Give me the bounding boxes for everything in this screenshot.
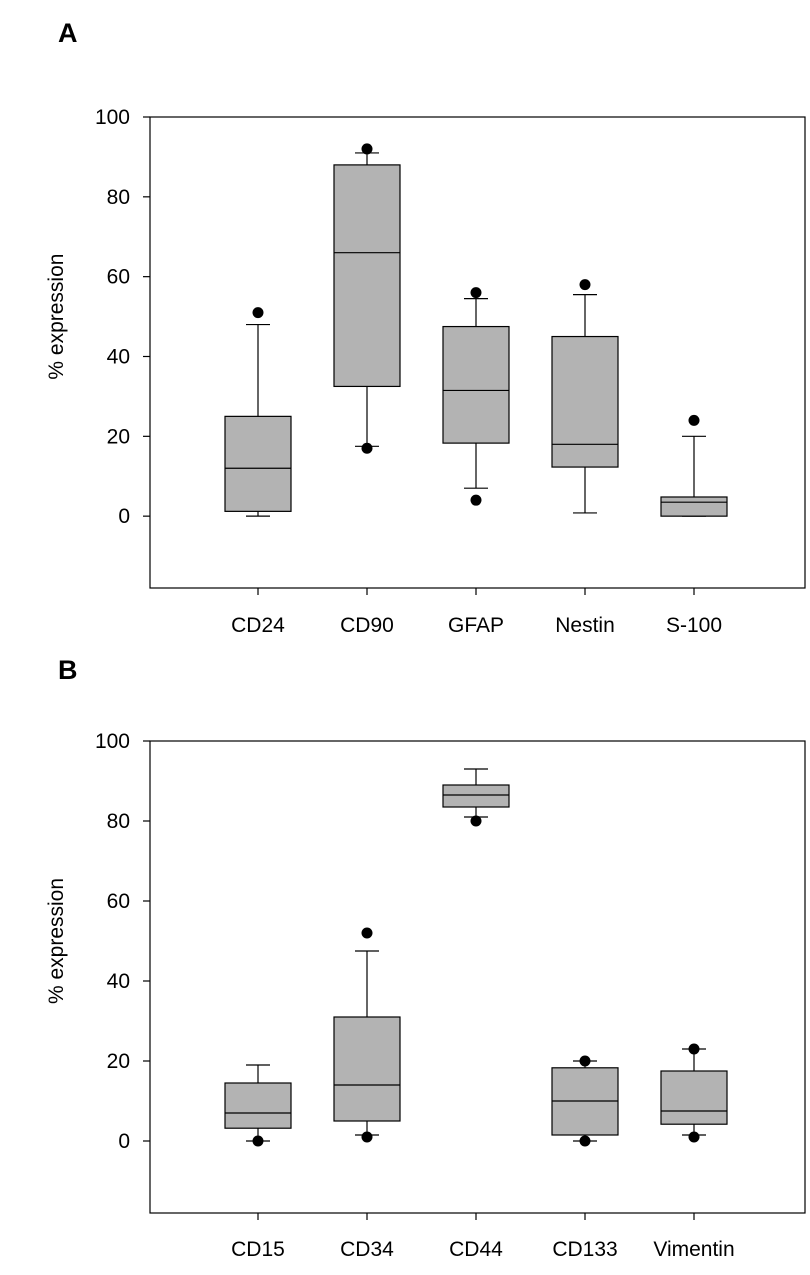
x-tick-label: Vimentin [653,1238,734,1261]
outlier-point [362,1132,373,1143]
box-nestin [552,279,618,513]
iqr-box [443,785,509,807]
plot-frame [150,741,805,1213]
outlier-point [689,415,700,426]
figure: A 0 20 40 60 80 100 % expression CD24 CD90 GFAP Nes… [0,0,810,1275]
y-tick-label: 100 [95,106,130,129]
y-tick-label: 60 [107,266,130,289]
y-tick-label: 100 [95,730,130,753]
y-axis-label: % expression [45,254,68,380]
outlier-point [362,443,373,454]
y-tick-label: 20 [107,1050,130,1073]
y-tick-label: 40 [107,345,130,368]
x-tick-label: CD34 [340,1238,394,1261]
outlier-point [362,143,373,154]
outlier-point [471,816,482,827]
x-tick-label: CD90 [340,614,394,637]
outlier-point [471,287,482,298]
box-cd133 [552,1056,618,1147]
iqr-box [443,327,509,444]
y-tick-label: 80 [107,186,130,209]
x-tick-label: S-100 [666,614,722,637]
iqr-box [225,416,291,511]
panel-a: A 0 20 40 60 80 100 % expression CD24 CD90 GFAP Nes… [45,18,805,637]
x-tick-label: GFAP [448,614,504,637]
outlier-point [580,1136,591,1147]
y-tick-label: 0 [118,1130,130,1153]
y-tick-label: 0 [118,505,130,528]
x-tick-label: Nestin [555,614,615,637]
box-cd34 [334,928,400,1143]
y-axis-label: % expression [45,878,68,1004]
x-tick-label: CD44 [449,1238,503,1261]
outlier-point [253,307,264,318]
y-tick-label: 20 [107,425,130,448]
outlier-point [253,1136,264,1147]
iqr-box [334,1017,400,1121]
outlier-point [471,495,482,506]
outlier-point [689,1132,700,1143]
outlier-point [362,928,373,939]
box-cd15 [225,1065,291,1147]
box-cd24 [225,307,291,516]
iqr-box [661,497,727,516]
x-tick-label: CD24 [231,614,285,637]
box-gfap [443,287,509,506]
panel-b: B 0 20 40 60 80 100 % expression CD15 CD34 CD44 CD1… [45,655,805,1261]
iqr-box [334,165,400,387]
panel-label: A [58,18,78,48]
box-s-100 [661,415,727,516]
panel-label: B [58,655,78,685]
x-tick-label: CD15 [231,1238,285,1261]
y-tick-label: 60 [107,890,130,913]
y-tick-label: 80 [107,810,130,833]
y-tick-label: 40 [107,970,130,993]
box-cd44 [443,769,509,827]
iqr-box [225,1083,291,1128]
iqr-box [661,1071,727,1124]
outlier-point [580,1056,591,1067]
outlier-point [689,1044,700,1055]
iqr-box [552,337,618,468]
outlier-point [580,279,591,290]
box-cd90 [334,143,400,453]
x-tick-label: CD133 [552,1238,617,1261]
box-vimentin [661,1044,727,1143]
